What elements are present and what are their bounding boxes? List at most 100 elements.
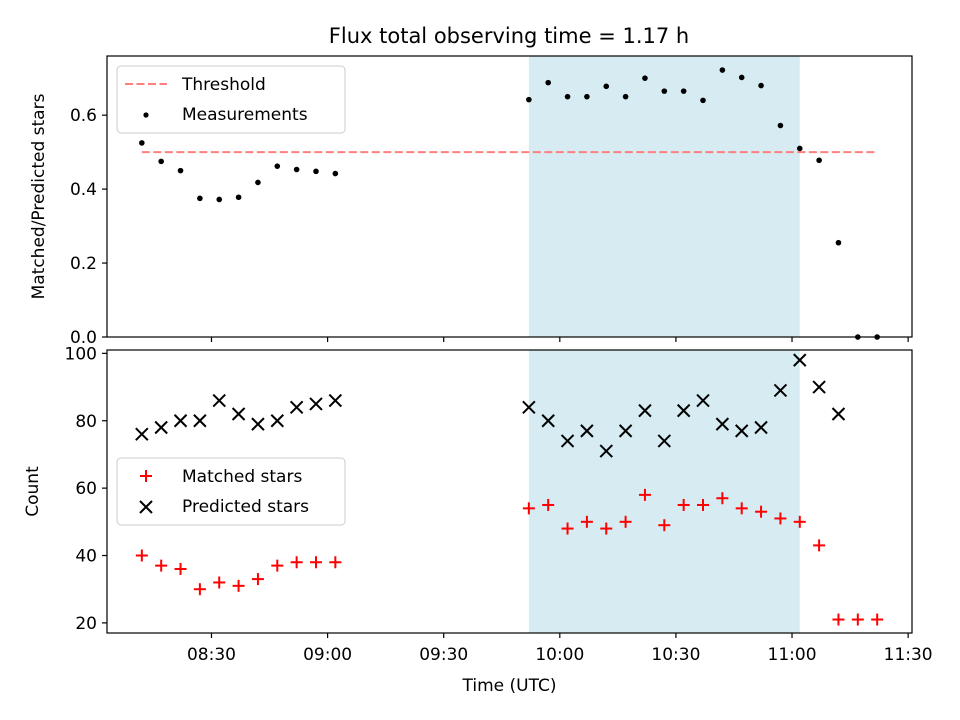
predicted-star-point — [212, 393, 226, 408]
measurement-point — [816, 157, 822, 164]
bottom-panel: 20 40 60 80 100 08:30 09:00 09:30 10:00 10:30 11:… — [23, 344, 933, 696]
matched-star-point — [677, 498, 690, 511]
top-legend: Threshold Measurements — [116, 65, 346, 134]
top-axes-frame — [106, 55, 913, 338]
legend-predicted-label: Predicted stars — [182, 497, 309, 517]
matched-star-point — [309, 556, 322, 569]
matched-star-point — [735, 502, 748, 515]
matched-star-point — [213, 576, 226, 589]
matched-star-point — [329, 556, 342, 569]
measurement-point — [274, 163, 281, 169]
top-y-axis-label: Matched/Predicted stars — [29, 93, 49, 299]
bottom-y-axis-label: Count — [23, 466, 43, 517]
x-tick-label: 10:00 — [535, 645, 584, 665]
predicted-star-point — [193, 414, 207, 428]
matched-star-point — [561, 522, 574, 535]
predicted-star-point — [773, 383, 788, 398]
x-tick-label: 11:00 — [768, 645, 817, 665]
bottom-x-ticks: 08:30 09:00 09:30 10:00 10:30 11:00 11:30 — [187, 633, 933, 665]
bottom-y-tick-label: 80 — [75, 412, 97, 432]
predicted-star-point — [793, 353, 807, 367]
measurement-point — [216, 196, 223, 203]
top-legend-box — [116, 65, 346, 134]
measurement-point — [777, 122, 784, 129]
x-tick-label: 09:30 — [419, 645, 468, 665]
measurement-point — [584, 93, 590, 100]
matched-star-point — [697, 498, 710, 511]
predicted-star-point — [251, 417, 265, 431]
predicted-star-point — [754, 420, 768, 435]
measurement-point — [313, 168, 319, 175]
matched-star-point — [638, 488, 651, 501]
matched-star-point — [755, 505, 768, 518]
measurement-point — [177, 167, 184, 174]
matched-star-point — [522, 502, 535, 515]
measurement-point — [564, 93, 571, 100]
measurement-point — [719, 67, 726, 73]
x-tick-label: 09:00 — [303, 645, 352, 665]
predicted-star-point — [676, 403, 691, 418]
bottom-observing-span — [528, 350, 800, 633]
measurement-point — [603, 83, 610, 90]
predicted-star-point — [309, 397, 323, 411]
predicted-star-point — [580, 424, 594, 438]
matched-star-point — [290, 556, 303, 569]
measurement-point — [680, 88, 687, 94]
matched-star-point — [193, 583, 206, 596]
legend-measurements-swatch — [143, 112, 149, 118]
predicted-star-point — [657, 434, 672, 448]
measurement-point — [796, 145, 803, 152]
predicted-star-point — [638, 403, 652, 418]
legend-threshold-label: Threshold — [181, 75, 266, 95]
matched-star-point — [793, 515, 806, 528]
measurement-point — [758, 82, 764, 89]
matched-star-point — [871, 613, 884, 626]
measurement-point — [197, 195, 203, 202]
bottom-y-ticks: 20 40 60 80 100 — [65, 344, 107, 634]
matched-star-point — [774, 512, 787, 525]
matched-star-point — [658, 519, 671, 532]
predicted-star-point — [328, 393, 343, 408]
measurement-point — [545, 79, 552, 86]
legend-predicted-swatch — [139, 500, 153, 514]
measurement-point — [526, 96, 532, 103]
bottom-y-tick-label: 40 — [75, 547, 97, 567]
matched-star-point — [271, 559, 284, 572]
matched-star-point — [600, 522, 613, 535]
measurement-point — [235, 194, 242, 201]
chart-title: Flux total observing time = 1.17 h — [329, 24, 689, 48]
predicted-star-point — [812, 380, 826, 394]
matched-star-point — [135, 549, 148, 562]
top-y-tick-label: 0.2 — [70, 254, 97, 274]
predicted-star-point — [135, 427, 149, 441]
x-tick-label: 10:30 — [651, 645, 700, 665]
matched-star-point — [174, 562, 187, 575]
predicted-star-point — [696, 393, 710, 408]
predicted-star-point — [522, 400, 536, 414]
predicted-star-point — [173, 414, 188, 428]
predicted-star-point — [618, 424, 633, 438]
matched-star-point — [851, 613, 864, 626]
measurement-point — [139, 140, 145, 146]
predicted-star-point — [599, 444, 613, 458]
bottom-legend: Matched stars Predicted stars — [116, 457, 346, 526]
measurement-point — [835, 239, 842, 246]
bottom-axes-frame — [106, 349, 913, 634]
bottom-y-tick-label: 100 — [65, 344, 97, 364]
count-points — [135, 353, 884, 626]
matched-star-point — [232, 579, 245, 592]
predicted-star-point — [560, 434, 575, 448]
predicted-star-point — [270, 414, 284, 428]
matched-star-point — [832, 613, 845, 626]
top-y-tick-label: 0.4 — [70, 180, 97, 200]
matched-star-point — [619, 515, 632, 528]
matched-star-point — [580, 515, 593, 528]
measurement-point — [661, 88, 668, 94]
x-tick-label: 08:30 — [187, 645, 236, 665]
measurement-point — [332, 170, 339, 177]
top-panel: 0.0 0.2 0.4 0.6 Matched/Predicted stars Thr… — [29, 55, 913, 348]
x-axis-label: Time (UTC) — [462, 676, 557, 696]
measurement-point — [158, 158, 164, 165]
measurement-point — [738, 74, 745, 81]
